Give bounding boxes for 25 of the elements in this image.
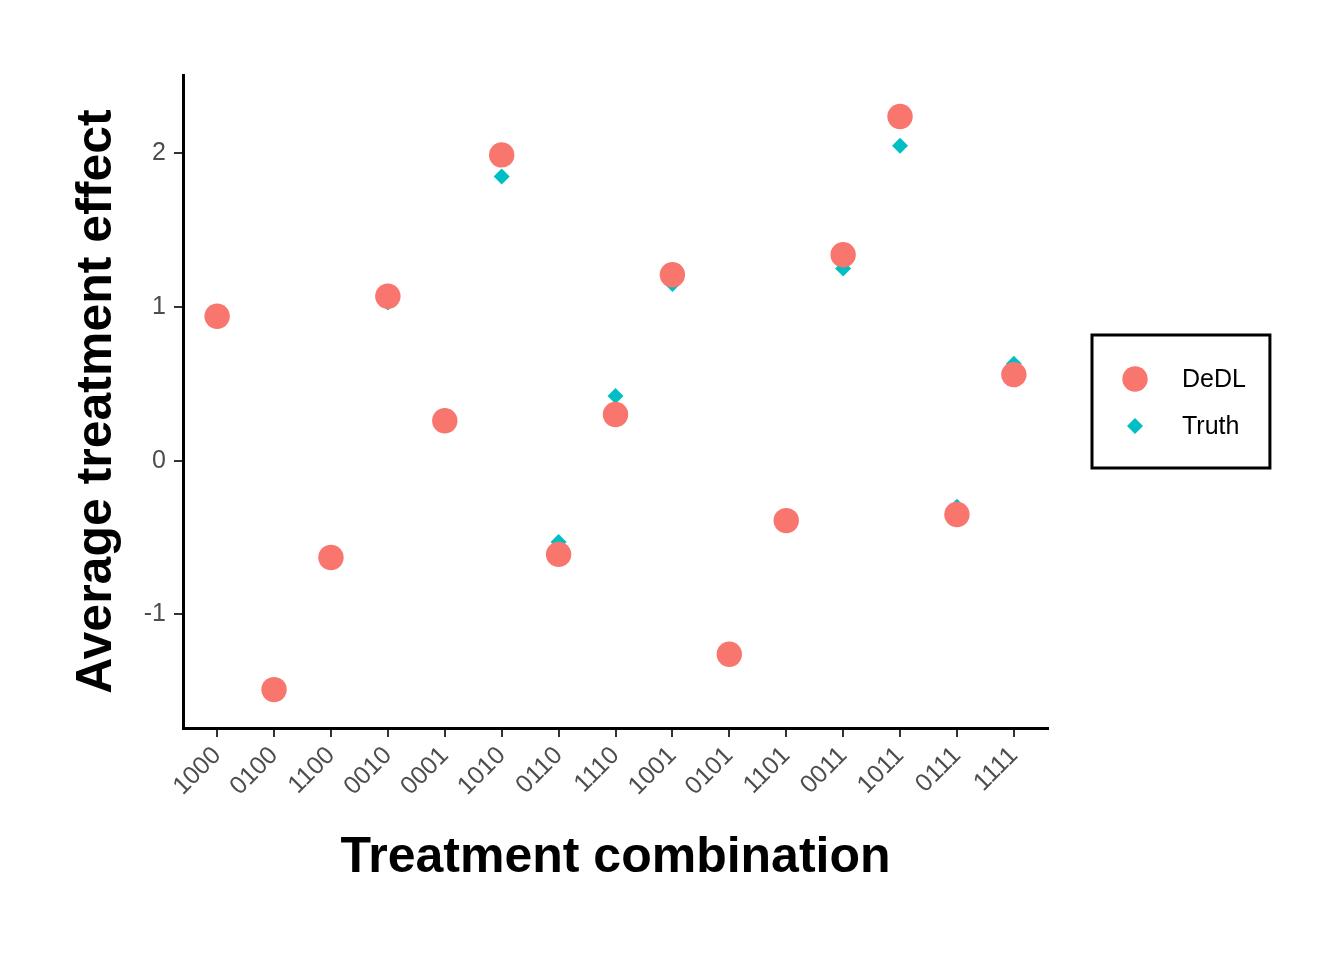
- legend-label: Truth: [1182, 410, 1240, 439]
- point: [261, 676, 287, 703]
- y-tick-label: 1: [152, 290, 166, 319]
- point: [887, 103, 913, 130]
- point: [830, 242, 856, 268]
- legend-label: DeDL: [1182, 363, 1247, 392]
- point: [545, 541, 572, 568]
- point: [659, 262, 686, 288]
- y-tick-label: -1: [143, 598, 166, 627]
- point: [944, 501, 970, 528]
- x-axis-title: Treatment combination: [340, 826, 891, 883]
- point: [204, 303, 230, 329]
- point: [493, 168, 510, 185]
- point: [602, 401, 629, 428]
- point: [432, 408, 458, 434]
- point: [488, 142, 515, 168]
- point: [318, 544, 344, 571]
- point: [1001, 361, 1027, 388]
- y-tick-label: 0: [152, 444, 166, 473]
- y-tick-label: 2: [152, 137, 166, 166]
- point: [716, 641, 743, 667]
- point: [892, 137, 909, 154]
- point: [773, 507, 799, 534]
- point: [375, 283, 401, 309]
- y-axis-title: Average treatment effect: [65, 108, 122, 694]
